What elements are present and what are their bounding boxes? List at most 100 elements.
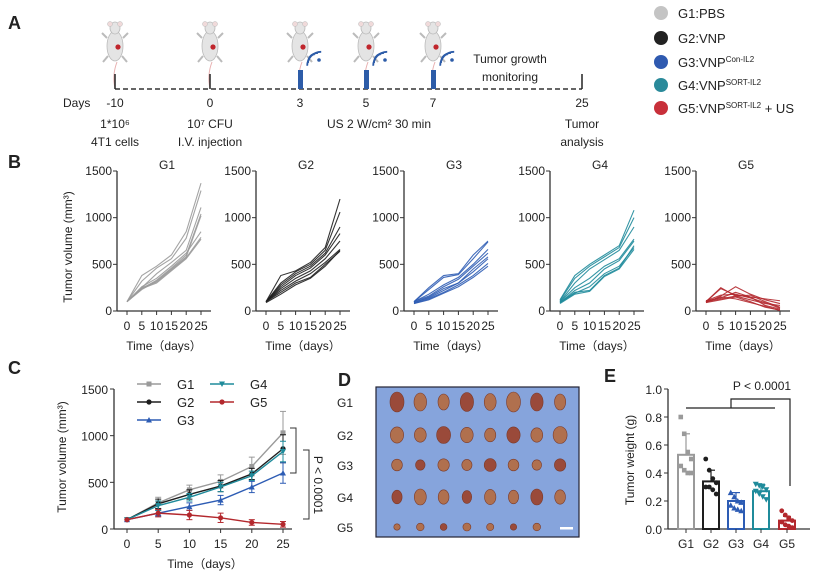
mouse-leg [121,55,128,63]
data-point [763,497,770,503]
x-tick-label: 0 [124,537,131,551]
y-tick-label: 1000 [664,211,691,225]
bar [752,490,770,531]
legend-superscript: SORT-IL2 [726,101,762,110]
tumor [459,392,474,412]
individual-curve [265,198,341,302]
legend-label: G1 [177,377,194,392]
marker-square [280,430,286,436]
mouse-ear [292,21,298,27]
photo-background [375,386,580,538]
data-point [706,484,712,490]
panel-label-C: C [8,358,21,378]
data-point [763,487,770,493]
data-point [688,470,694,476]
series-G4 [124,440,286,523]
ultrasound-probe-icon [364,70,369,89]
scale-bar [560,527,573,530]
series-line [126,450,284,521]
y-tick-label: 500 [525,257,545,271]
tumor [461,459,473,471]
x-tick-label: G1 [678,537,694,551]
data-point [786,515,792,521]
mouse-leg [352,32,359,39]
individual-curve [413,256,489,304]
p-value-label: P < 0.0001 [311,456,325,514]
tumor [530,427,544,443]
individual-curve [559,217,635,302]
legend-label: G3 [177,413,194,428]
x-tick-label: 20 [245,537,259,551]
tumor-weight-chart: 0.0 0.2 0.4 0.6 0.8 1.0 Tumor weight (g) G1 G2 G3… [623,379,810,551]
legend-base: G1:PBS [678,6,725,21]
data-point [710,476,716,481]
y-tick-label: 500 [92,257,112,271]
legend-label: G4 [250,377,267,392]
day-label: 7 [430,96,437,110]
tumor [486,523,495,531]
subplot-title: G2 [298,158,314,172]
tumor-dot [366,44,372,50]
individual-curve [705,296,781,312]
data-point [678,414,684,420]
legend-base: G5:VNP [678,101,726,116]
mouse-leg [287,55,294,63]
individual-curve [559,249,635,304]
x-tick-label: 5 [717,319,724,333]
ultrasound-wave-icon [306,50,322,66]
marker-circle [155,510,161,516]
data-point [685,449,691,455]
x-tick-label: 25 [481,319,495,333]
tumor [552,426,568,444]
x-tick-label: 25 [773,319,787,333]
x-tick-label: 0 [411,319,418,333]
data-point [734,506,741,512]
legend-dot [654,101,668,115]
tumor [554,489,566,505]
marker-circle [280,521,286,527]
tumor [530,488,544,506]
legend-label: G5 [250,395,267,410]
x-tick-label: G3 [728,537,744,551]
tumor [483,458,497,472]
mouse-leg [419,32,426,39]
series-line [126,512,284,526]
mouse-ear [425,21,431,27]
tumor [532,522,541,532]
y-tick-label: 1500 [372,164,399,178]
series-line [126,472,284,521]
mouse-leg [217,32,224,39]
tumor [437,458,450,472]
y-tick-label: 500 [88,476,108,490]
tumor [461,490,473,504]
subplot-title: G3 [446,158,462,172]
mouse-body [201,30,219,62]
ultrasound-probe-icon [431,70,436,89]
marker-triangle-up [280,470,286,476]
individual-curve [413,240,489,303]
legend-label: G2:VNP [678,31,726,46]
series-G2 [124,434,286,523]
legend-item: G2:VNP [654,31,726,46]
x-tick-label: 10 [583,319,597,333]
day-label: 25 [575,96,589,110]
individual-curve [126,231,202,303]
tumor-dot [115,44,121,50]
marker-triangle-down [155,503,162,509]
mouse-ear [435,21,441,27]
individual-curve [265,240,341,303]
individual-curve [413,252,489,303]
day-label: 0 [207,96,214,110]
legend-label: G3:VNPCon-IL2 [678,55,755,70]
day-label: 3 [297,96,304,110]
tumor [390,426,404,444]
tumor-dot [433,44,439,50]
tumor [437,489,450,505]
bar-G4 [752,481,770,531]
individual-curve [126,215,202,303]
x-tick-label: 20 [467,319,481,333]
tumor [484,489,497,505]
legend-superscript: SORT-IL2 [726,78,762,87]
mouse-ear [358,21,364,27]
data-point [756,483,763,489]
